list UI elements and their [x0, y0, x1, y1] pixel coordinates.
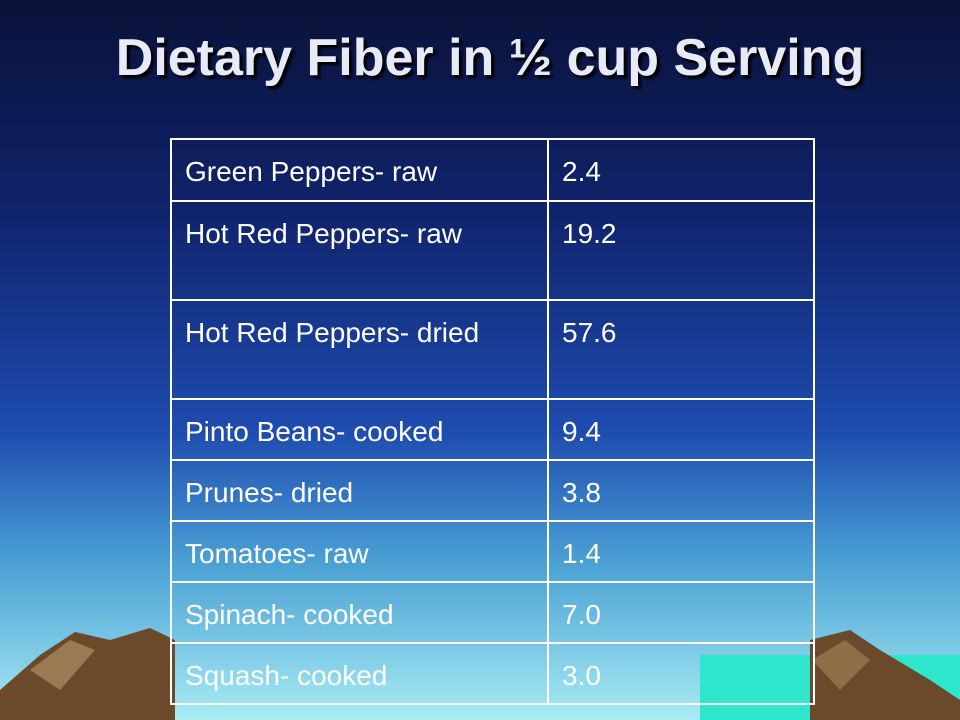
table-row: Spinach- cooked 7.0 — [170, 581, 815, 644]
table-row: Hot Red Peppers- raw 19.2 — [170, 200, 815, 301]
fiber-cell: 3.8 — [547, 459, 815, 522]
food-cell: Squash- cooked — [170, 642, 549, 705]
food-cell: Pinto Beans- cooked — [170, 398, 549, 461]
table-row: Squash- cooked 3.0 — [170, 642, 815, 705]
fiber-cell: 57.6 — [547, 299, 815, 400]
food-cell: Hot Red Peppers- dried — [170, 299, 549, 400]
food-cell: Tomatoes- raw — [170, 520, 549, 583]
fiber-cell: 2.4 — [547, 138, 815, 202]
fiber-table: Green Peppers- raw 2.4 Hot Red Peppers- ra… — [170, 138, 815, 705]
food-cell: Hot Red Peppers- raw — [170, 200, 549, 301]
fiber-cell: 3.0 — [547, 642, 815, 705]
food-cell: Green Peppers- raw — [170, 138, 549, 202]
fiber-cell: 1.4 — [547, 520, 815, 583]
table-row: Hot Red Peppers- dried 57.6 — [170, 299, 815, 400]
table-row: Prunes- dried 3.8 — [170, 459, 815, 522]
slide-title: Dietary Fiber in ½ cup Serving — [115, 29, 865, 87]
fiber-cell: 19.2 — [547, 200, 815, 301]
fiber-cell: 9.4 — [547, 398, 815, 461]
fiber-cell: 7.0 — [547, 581, 815, 644]
table-row: Pinto Beans- cooked 9.4 — [170, 398, 815, 461]
table-row: Tomatoes- raw 1.4 — [170, 520, 815, 583]
food-cell: Prunes- dried — [170, 459, 549, 522]
table-row: Green Peppers- raw 2.4 — [170, 138, 815, 202]
food-cell: Spinach- cooked — [170, 581, 549, 644]
